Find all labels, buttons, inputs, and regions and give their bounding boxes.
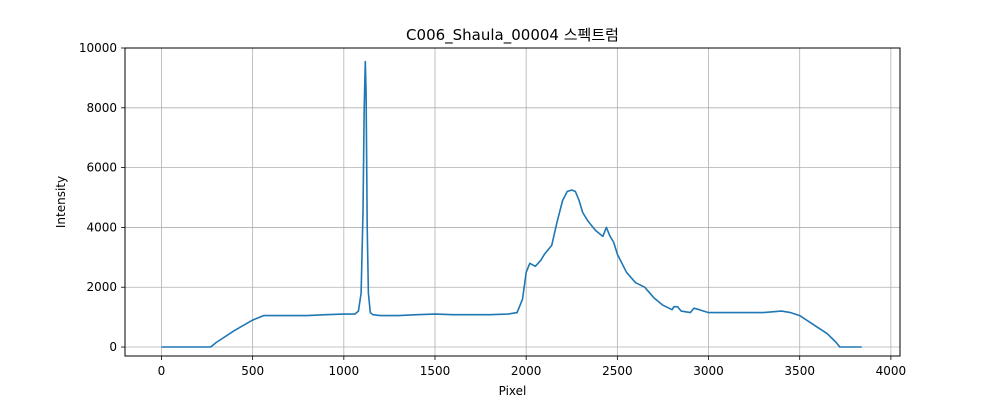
y-axis-label: Intensity <box>54 176 68 228</box>
y-tick-label: 2000 <box>86 280 117 294</box>
spectrum-line <box>161 60 862 348</box>
y-tick-label: 6000 <box>86 161 117 175</box>
x-tick-label: 3500 <box>784 364 815 378</box>
y-tick-label: 4000 <box>86 220 117 234</box>
grid <box>125 47 900 356</box>
x-tick-label: 500 <box>241 364 264 378</box>
x-tick-label: 2500 <box>602 364 633 378</box>
x-tick-label: 3000 <box>693 364 724 378</box>
x-tick-label: 1500 <box>420 364 451 378</box>
x-axis-label: Pixel <box>499 384 527 398</box>
y-axis-ticks: 0 2000 4000 6000 8000 10000 <box>79 41 125 354</box>
y-tick-label: 10000 <box>79 41 117 55</box>
y-tick-label: 0 <box>109 340 117 354</box>
y-tick-label: 8000 <box>86 101 117 115</box>
x-tick-label: 2000 <box>511 364 542 378</box>
x-axis-ticks: 0 500 1000 1500 2000 2500 3000 3500 4000 <box>158 356 907 378</box>
x-tick-label: 0 <box>158 364 166 378</box>
x-tick-label: 1000 <box>329 364 360 378</box>
plot-area-frame <box>124 47 901 357</box>
x-tick-label: 4000 <box>876 364 907 378</box>
series-layer <box>161 60 862 348</box>
chart-title: C006_Shaula_00004 스펙트럼 <box>406 26 619 45</box>
